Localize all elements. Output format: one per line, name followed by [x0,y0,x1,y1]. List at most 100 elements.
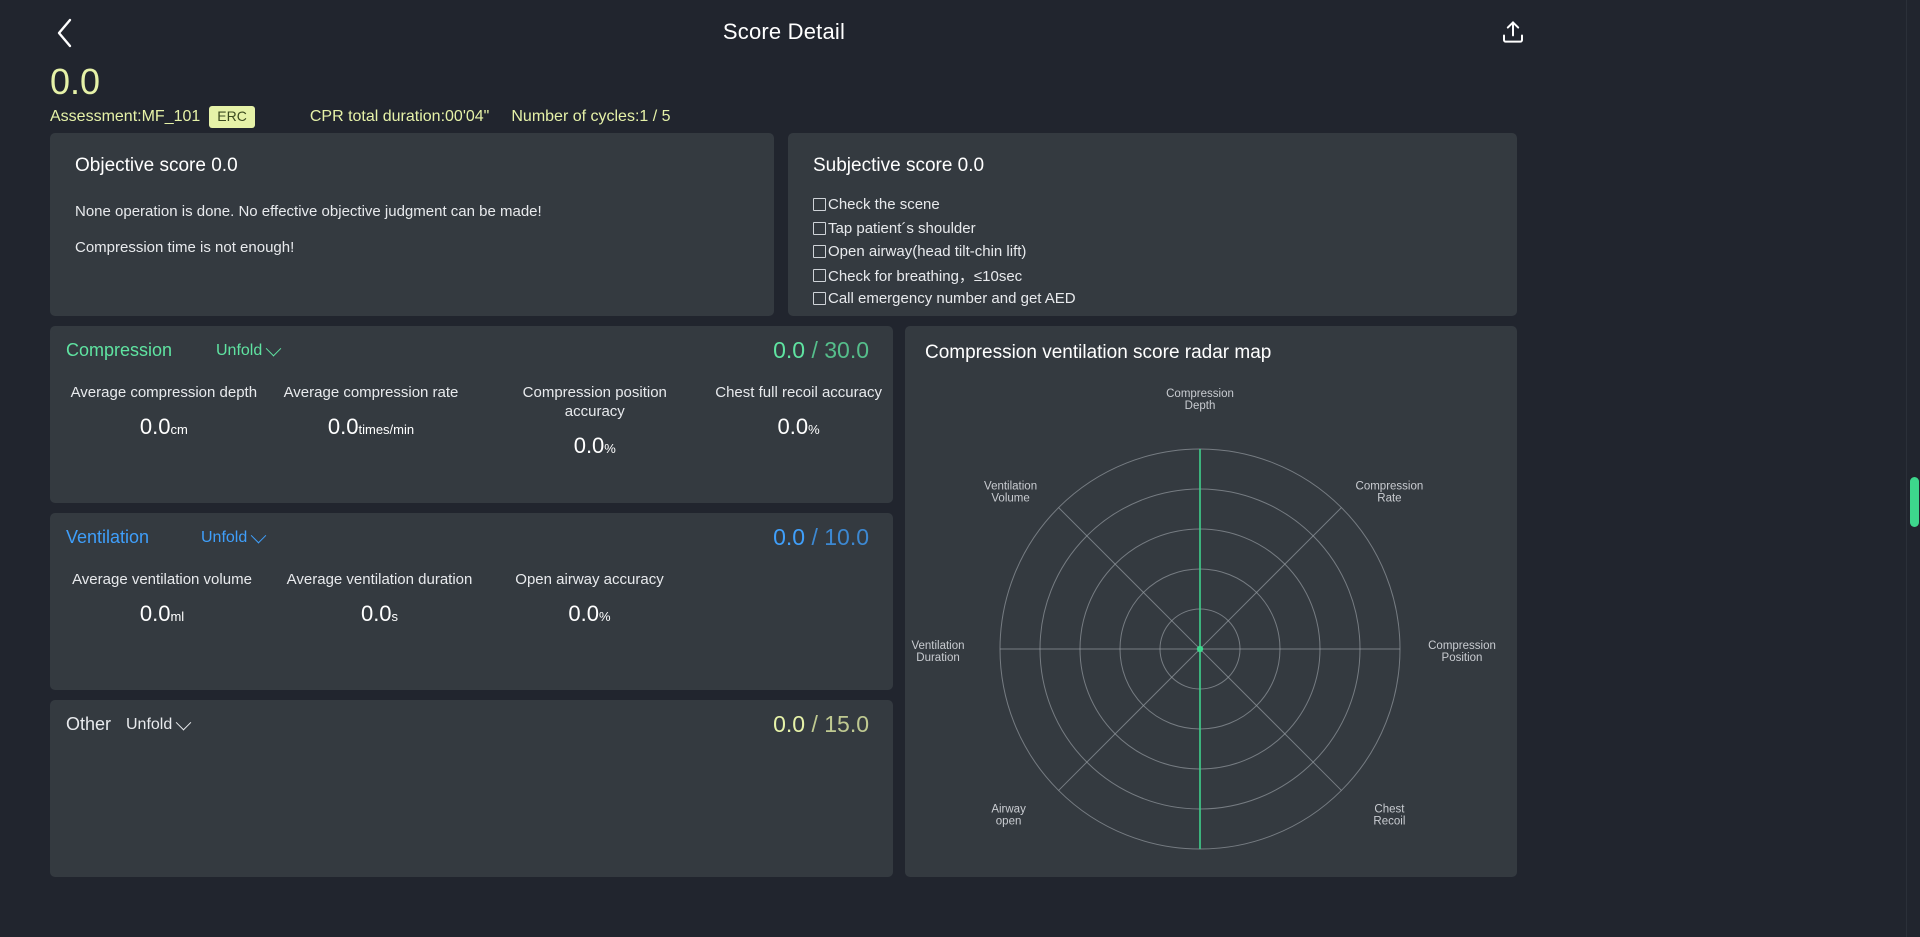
page-title: Score Detail [722,19,846,44]
checkbox-icon[interactable] [813,268,826,282]
section-other: Other Unfold 0.0 / 15.0 [50,700,893,877]
subjective-score-title: Subjective score 0.0 [813,155,985,176]
objective-score-title: Objective score 0.0 [75,155,238,176]
checklist-item-label: Check the scene [828,196,940,214]
metric-item: Average compression rate 0.0times/min [272,384,471,459]
section-score-separator: / [805,337,825,363]
radar-axis-label: Compression Position [1428,640,1496,664]
section-score-value: 0.0 [773,524,806,550]
checkbox-icon[interactable] [813,198,826,212]
metric-label: Chest full recoil accuracy [715,384,882,401]
metric-unit: cm [170,421,188,437]
metric-number: 0.0 [360,600,392,626]
radar-axis-label: Chest Recoil [1373,803,1405,827]
objective-message-1: None operation is done. No effective obj… [75,203,542,220]
metric-label: Average compression depth [70,384,258,401]
unfold-label: Unfold [201,529,248,546]
section-compression: Compression Unfold 0.0 / 30.0 Average co… [50,326,893,503]
metric-value: 0.0% [502,601,677,627]
section-score-separator: / [805,524,825,550]
radar-axis-label: Airway open [991,803,1026,827]
metric-number: 0.0 [568,600,600,626]
checkbox-icon[interactable] [813,245,826,259]
radar-chart-panel: Compression ventilation score radar map … [905,326,1517,877]
checklist-item[interactable]: Open airway(head tilt-chin lift) [813,240,1076,264]
section-score: 0.0 / 10.0 [773,524,869,551]
section-score: 0.0 / 30.0 [773,337,869,364]
metric-label: Average compression rate [283,384,459,401]
radar-axis-label: Ventilation Volume [984,481,1037,505]
metric-value: 0.0s [277,601,482,627]
radar-axis-label: Ventilation Duration [911,640,964,664]
objective-score-panel: Objective score 0.0 None operation is do… [50,133,774,316]
section-score-value: 0.0 [773,711,806,737]
section-score-max: 10.0 [824,524,869,550]
metric-value: 0.0ml [62,601,262,627]
metric-label: Compression position accuracy [522,384,667,420]
checkbox-icon[interactable] [813,292,826,306]
section-header: Compression Unfold 0.0 / 30.0 [50,326,893,374]
checklist-item[interactable]: Call emergency number and get AED [813,287,1076,311]
page-scrollbar-thumb[interactable] [1910,477,1919,527]
radar-chart: Compression Depth Compression Rate Compressi… [911,388,1496,850]
section-header: Other Unfold 0.0 / 15.0 [50,700,893,748]
share-upload-icon[interactable] [1495,14,1531,50]
checklist-item-label: Tap patient´s shoulder [828,219,976,237]
section-title: Compression [66,340,173,360]
metric-item: Average ventilation volume 0.0ml [62,571,262,627]
unfold-toggle-compression[interactable]: Unfold [216,340,282,360]
metric-number: 0.0 [139,600,171,626]
section-title: Other [66,714,112,734]
metric-number: 0.0 [139,413,171,439]
section-ventilation: Ventilation Unfold 0.0 / 10.0 Average ve… [50,513,893,690]
metric-unit: % [604,440,616,456]
checklist-item[interactable]: Check the scene [813,193,1076,217]
metric-unit: times/min [358,421,415,437]
checklist-item[interactable]: Tap patient´s shoulder [813,217,1076,241]
subjective-score-panel: Subjective score 0.0 Check the scene Tap … [788,133,1517,316]
section-score-max: 30.0 [824,337,869,363]
app-header: Score Detail [0,0,1920,66]
section-title: Ventilation [66,527,150,547]
metric-label: Open airway accuracy [515,571,664,588]
checklist-item-label: Call emergency number and get AED [828,290,1076,308]
metric-number: 0.0 [573,432,605,458]
protocol-badge: ERC [209,106,255,128]
radar-axis-label: Compression Rate [1356,481,1424,505]
metric-unit: ml [170,608,185,624]
metric-value: 0.0% [510,433,679,459]
section-score-separator: / [805,711,825,737]
metric-value: 0.0cm [62,414,266,440]
unfold-toggle-ventilation[interactable]: Unfold [201,527,267,547]
subjective-checklist: Check the scene Tap patient´s shoulder Ope… [813,193,1076,311]
metric-item: Open airway accuracy 0.0% [502,571,677,627]
metric-number: 0.0 [327,413,359,439]
section-header: Ventilation Unfold 0.0 / 10.0 [50,513,893,561]
metric-label: Average ventilation volume [72,571,252,588]
unfold-label: Unfold [216,342,263,359]
chevron-down-icon [265,340,282,356]
assessment-label: Assessment:MF_101 [50,108,201,125]
metric-item: Average ventilation duration 0.0s [277,571,482,627]
section-score-max: 15.0 [824,711,869,737]
metric-item: Chest full recoil accuracy 0.0% [704,384,893,459]
cpr-duration: CPR total duration:00'04" [309,108,490,125]
metric-row: Average compression depth 0.0cm Average … [50,384,893,459]
checklist-item-label: Open airway(head tilt-chin lift) [828,243,1027,261]
radar-chart-title: Compression ventilation score radar map [925,342,1272,363]
checklist-item-label: Check for breathing，≤10sec [828,267,1023,285]
metric-unit: s [391,608,399,624]
checklist-item[interactable]: Check for breathing，≤10sec [813,264,1076,288]
unfold-label: Unfold [126,716,173,733]
metric-number: 0.0 [777,413,809,439]
section-score: 0.0 / 15.0 [773,711,869,738]
unfold-toggle-other[interactable]: Unfold [126,714,192,734]
chevron-down-icon [250,527,267,543]
objective-message-2: Compression time is not enough! [75,239,295,256]
metric-item: Compression position accuracy 0.0% [510,384,679,459]
page-scrollbar-track[interactable] [1907,0,1920,937]
checkbox-icon[interactable] [813,221,826,235]
chevron-left-icon[interactable] [47,13,81,53]
metric-item: Average compression depth 0.0cm [62,384,266,459]
scrollbar-divider [1906,0,1907,937]
